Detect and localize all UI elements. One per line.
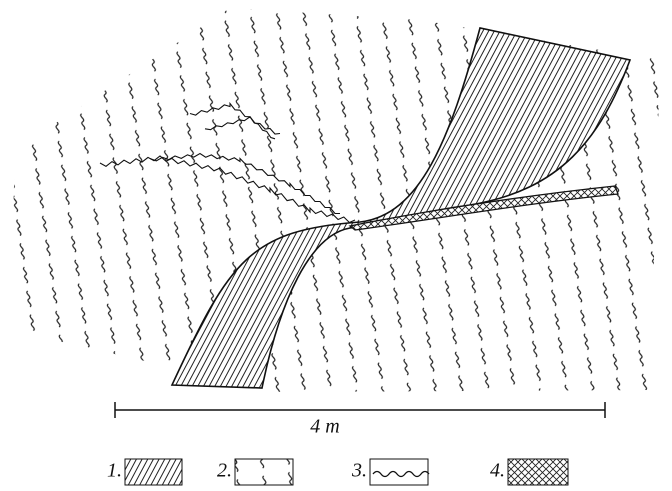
wavy-vein xyxy=(99,101,356,224)
legend-swatch xyxy=(124,458,183,486)
vein-line xyxy=(99,155,356,224)
layered-band xyxy=(170,27,632,389)
legend-swatch xyxy=(507,458,569,486)
vein-line xyxy=(149,152,340,215)
legend-label: 1. xyxy=(107,460,122,482)
legend-label: 3. xyxy=(351,460,367,482)
legend-swatch xyxy=(234,458,294,486)
legend-label: 2. xyxy=(217,460,232,482)
vein-line xyxy=(189,101,281,135)
legend-label: 4. xyxy=(490,460,505,482)
shear-zone xyxy=(350,186,618,230)
legend-vein xyxy=(372,470,430,478)
scale-label: 4 m xyxy=(310,416,339,438)
vein-line xyxy=(204,116,276,140)
